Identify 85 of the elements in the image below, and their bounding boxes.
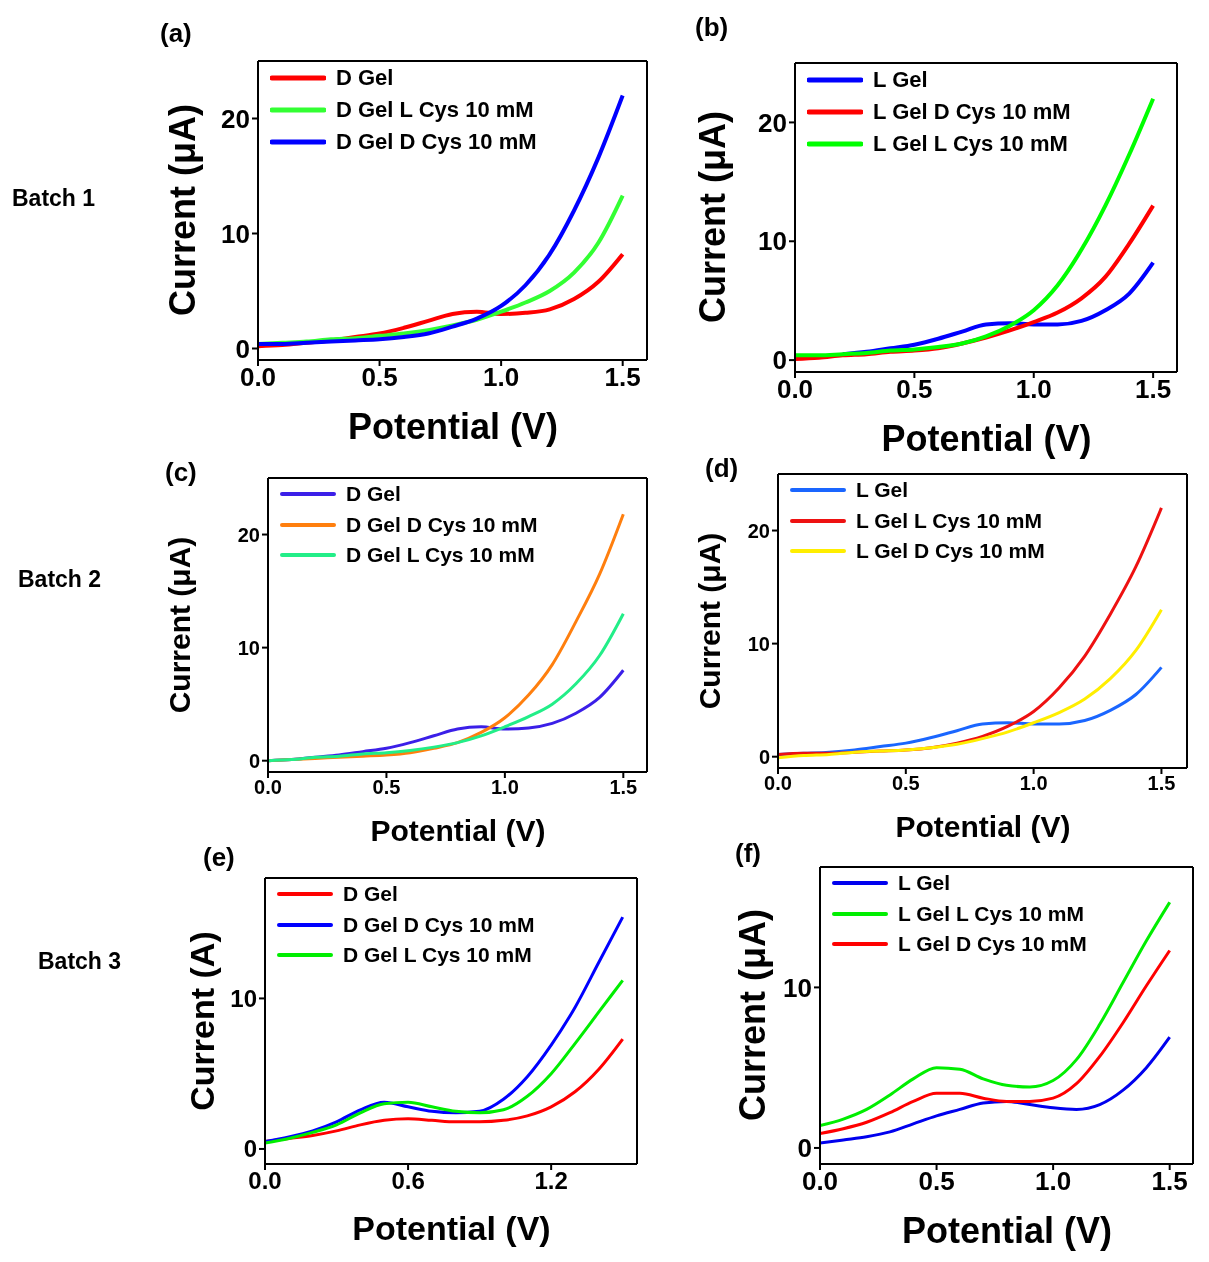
x-tick-label: 1.0 xyxy=(1015,374,1052,405)
x-tick-label: 0.5 xyxy=(891,772,920,795)
legend-label: L Gel xyxy=(898,871,951,896)
y-tick-label: 10 xyxy=(221,218,250,249)
legend-label: L Gel D Cys 10 mM xyxy=(856,539,1045,564)
x-tick-label: 0.0 xyxy=(764,772,792,795)
legend-label: D Gel L Cys 10 mM xyxy=(336,96,534,123)
chart-title: (d) xyxy=(705,453,739,484)
y-tick-label: 10 xyxy=(230,984,257,1012)
line-series xyxy=(820,1035,1172,1145)
legend-label: L Gel xyxy=(856,478,909,503)
y-tick-label: 0 xyxy=(758,745,770,768)
legend-label: L Gel D Cys 10 mM xyxy=(873,98,1071,125)
x-tick-label: 0.0 xyxy=(776,374,814,405)
x-tick-label: 1.5 xyxy=(609,776,638,799)
chart-title: (f) xyxy=(735,838,761,869)
chart-title: (a) xyxy=(160,18,192,49)
y-axis-title: Current (μA) xyxy=(692,532,727,709)
x-tick-label: 0.0 xyxy=(239,362,277,393)
legend-label: D Gel D Cys 10 mM xyxy=(343,912,535,937)
y-tick-label: 0 xyxy=(797,1133,812,1164)
text: Batch 2 xyxy=(18,566,102,593)
text: Batch 1 xyxy=(12,185,96,212)
legend-label: L Gel L Cys 10 mM xyxy=(856,508,1042,533)
x-axis-title: Potential (V) xyxy=(901,1209,1113,1252)
x-tick-label: 1.0 xyxy=(490,776,519,799)
y-tick-label: 20 xyxy=(237,523,260,546)
y-tick-label: 20 xyxy=(758,107,787,138)
y-axis-title: Current (μA) xyxy=(162,103,205,317)
chart-title: (c) xyxy=(165,457,197,488)
legend-label: D Gel L Cys 10 mM xyxy=(343,943,532,968)
y-axis-title: Current (μA) xyxy=(692,110,735,324)
y-axis-title: Current (μA) xyxy=(732,908,775,1122)
x-axis-title: Potential (V) xyxy=(895,810,1071,844)
legend-label: L Gel L Cys 10 mM xyxy=(898,901,1084,926)
legend-label: D Gel xyxy=(346,482,401,507)
line-series xyxy=(265,978,625,1145)
y-axis-title: Current (μA) xyxy=(162,536,197,713)
legend-label: D Gel L Cys 10 mM xyxy=(346,543,535,568)
x-tick-label: 0.0 xyxy=(801,1166,839,1197)
x-axis-title: Potential (V) xyxy=(370,814,546,848)
line-series xyxy=(258,93,625,346)
x-tick-label: 1.0 xyxy=(1019,772,1048,795)
x-tick-label: 0.5 xyxy=(372,776,401,799)
x-axis-title: Potential (V) xyxy=(352,1208,551,1248)
y-tick-label: 0 xyxy=(235,333,250,364)
y-tick-label: 20 xyxy=(747,519,770,542)
legend-label: D Gel D Cys 10 mM xyxy=(346,512,538,537)
x-tick-label: 1.5 xyxy=(1151,1166,1188,1197)
y-tick-label: 10 xyxy=(237,636,260,659)
x-axis-title: Potential (V) xyxy=(347,405,559,448)
legend-label: L Gel L Cys 10 mM xyxy=(873,130,1068,157)
legend-label: L Gel D Cys 10 mM xyxy=(898,932,1087,957)
y-tick-label: 20 xyxy=(221,103,250,134)
y-tick-label: 0 xyxy=(248,749,260,772)
x-axis-title: Potential (V) xyxy=(881,417,1092,460)
x-tick-label: 1.0 xyxy=(483,362,520,393)
legend-label: D Gel D Cys 10 mM xyxy=(336,128,537,155)
legend-label: L Gel xyxy=(873,66,928,93)
x-tick-label: 0.5 xyxy=(361,362,398,393)
legend-label: D Gel xyxy=(336,64,394,91)
x-tick-label: 0.0 xyxy=(254,776,282,799)
chart-title: (b) xyxy=(695,12,729,43)
line-series xyxy=(795,96,1156,358)
x-tick-label: 0.5 xyxy=(896,374,933,405)
line-series xyxy=(268,612,625,763)
chart-title: (e) xyxy=(203,842,235,873)
x-tick-label: 1.5 xyxy=(1147,772,1176,795)
line-series xyxy=(820,900,1172,1127)
y-tick-label: 0 xyxy=(243,1135,257,1163)
x-tick-label: 0.6 xyxy=(391,1167,425,1195)
text: Batch 3 xyxy=(38,948,122,975)
x-tick-label: 0.5 xyxy=(918,1166,955,1197)
x-tick-label: 1.5 xyxy=(1135,374,1172,405)
y-tick-label: 10 xyxy=(783,972,812,1003)
x-tick-label: 0.0 xyxy=(248,1167,282,1195)
legend-label: D Gel xyxy=(343,882,398,907)
line-series xyxy=(778,608,1163,760)
x-tick-label: 1.2 xyxy=(534,1167,568,1195)
x-tick-label: 1.0 xyxy=(1035,1166,1072,1197)
x-tick-label: 1.5 xyxy=(604,362,641,393)
y-tick-label: 10 xyxy=(747,632,770,655)
y-tick-label: 10 xyxy=(758,226,787,257)
y-axis-title: Current (A) xyxy=(182,930,222,1111)
y-tick-label: 0 xyxy=(772,345,787,376)
